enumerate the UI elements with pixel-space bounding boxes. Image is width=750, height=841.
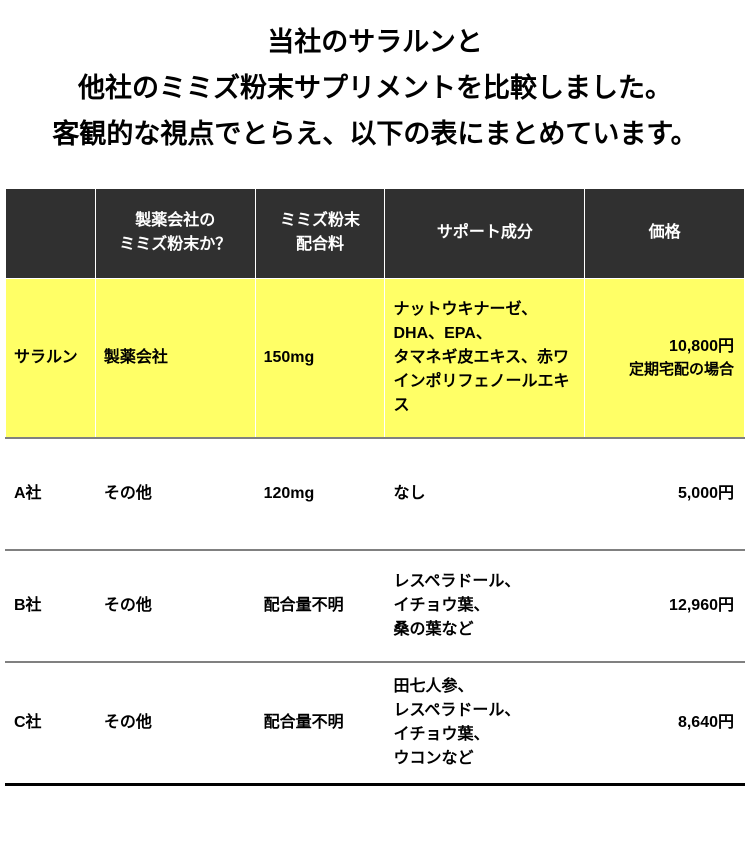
header-support: サポート成分 xyxy=(385,188,585,278)
header-name xyxy=(6,188,96,278)
price-note: 定期宅配の場合 xyxy=(593,359,734,382)
cell-name: C社 xyxy=(6,662,96,785)
title-line-2: 他社のミミズ粉末サプリメントを比較しました。 xyxy=(78,73,672,103)
cell-support: なし xyxy=(385,438,585,550)
cell-amount: 配合量不明 xyxy=(255,550,385,662)
header-price: 価格 xyxy=(585,188,745,278)
cell-company: その他 xyxy=(95,550,255,662)
cell-amount: 120mg xyxy=(255,438,385,550)
header-amount: ミミズ粉末配合料 xyxy=(255,188,385,278)
cell-support: ナットウキナーゼ、DHA、EPA、タマネギ皮エキス、赤ワインポリフェノールエキス xyxy=(385,278,585,438)
title-line-3: 客観的な視点でとらえ、以下の表にまとめています。 xyxy=(52,119,697,149)
cell-price: 10,800円定期宅配の場合 xyxy=(585,278,745,438)
cell-company: 製薬会社 xyxy=(95,278,255,438)
cell-name: B社 xyxy=(6,550,96,662)
cell-support: レスペラドール、イチョウ葉、桑の葉など xyxy=(385,550,585,662)
table-row: A社その他120mgなし5,000円 xyxy=(6,438,745,550)
header-row: 製薬会社のミミズ粉末か？ ミミズ粉末配合料 サポート成分 価格 xyxy=(6,188,745,278)
cell-price: 5,000円 xyxy=(585,438,745,550)
table-row: C社その他配合量不明田七人参、レスペラドール、イチョウ葉、ウコンなど8,640円 xyxy=(6,662,745,785)
cell-name: サラルン xyxy=(6,278,96,438)
comparison-table: 製薬会社のミミズ粉末か？ ミミズ粉末配合料 サポート成分 価格 サラルン製薬会社… xyxy=(5,188,745,787)
cell-name: A社 xyxy=(6,438,96,550)
header-company: 製薬会社のミミズ粉末か？ xyxy=(95,188,255,278)
cell-company: その他 xyxy=(95,438,255,550)
table-row: サラルン製薬会社150mgナットウキナーゼ、DHA、EPA、タマネギ皮エキス、赤… xyxy=(6,278,745,438)
page-title: 当社のサラルンと 他社のミミズ粉末サプリメントを比較しました。 客観的な視点でと… xyxy=(5,20,745,158)
cell-amount: 150mg xyxy=(255,278,385,438)
cell-price: 8,640円 xyxy=(585,662,745,785)
table-row: B社その他配合量不明レスペラドール、イチョウ葉、桑の葉など12,960円 xyxy=(6,550,745,662)
cell-company: その他 xyxy=(95,662,255,785)
title-line-1: 当社のサラルンと xyxy=(267,27,482,57)
table-body: サラルン製薬会社150mgナットウキナーゼ、DHA、EPA、タマネギ皮エキス、赤… xyxy=(6,278,745,785)
cell-support: 田七人参、レスペラドール、イチョウ葉、ウコンなど xyxy=(385,662,585,785)
cell-amount: 配合量不明 xyxy=(255,662,385,785)
cell-price: 12,960円 xyxy=(585,550,745,662)
